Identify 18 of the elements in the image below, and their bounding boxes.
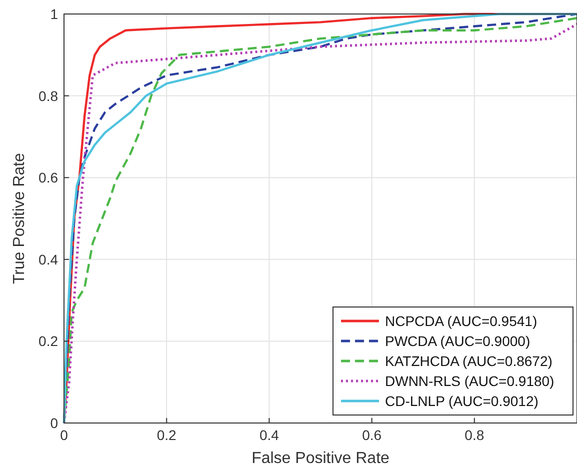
x-tick-label: 0.6 — [362, 427, 382, 443]
y-tick-label: 0 — [50, 415, 58, 431]
y-tick-label: 0.8 — [38, 88, 58, 104]
legend-label: CD-LNLP (AUC=0.9012) — [385, 393, 538, 409]
y-tick-label: 0.2 — [38, 333, 58, 350]
y-tick-label: 0.6 — [38, 170, 58, 186]
legend-label: NCPCDA (AUC=0.9541) — [385, 313, 538, 329]
x-axis-title: False Positive Rate — [252, 450, 390, 467]
legend-label: DWNN-RLS (AUC=0.9180) — [385, 373, 554, 389]
y-axis-title: True Positive Rate — [11, 152, 28, 284]
y-tick-label: 1 — [50, 6, 58, 22]
x-tick-label: 0.4 — [259, 427, 280, 443]
legend-label: PWCDA (AUC=0.9000) — [385, 333, 530, 349]
x-tick-label: 0 — [60, 427, 68, 443]
legend-label: KATZHCDA (AUC=0.8672) — [385, 353, 552, 369]
x-tick-label: 0.2 — [156, 427, 177, 443]
y-tick-label: 0.4 — [38, 251, 58, 268]
x-tick-label: 0.8 — [464, 427, 484, 443]
